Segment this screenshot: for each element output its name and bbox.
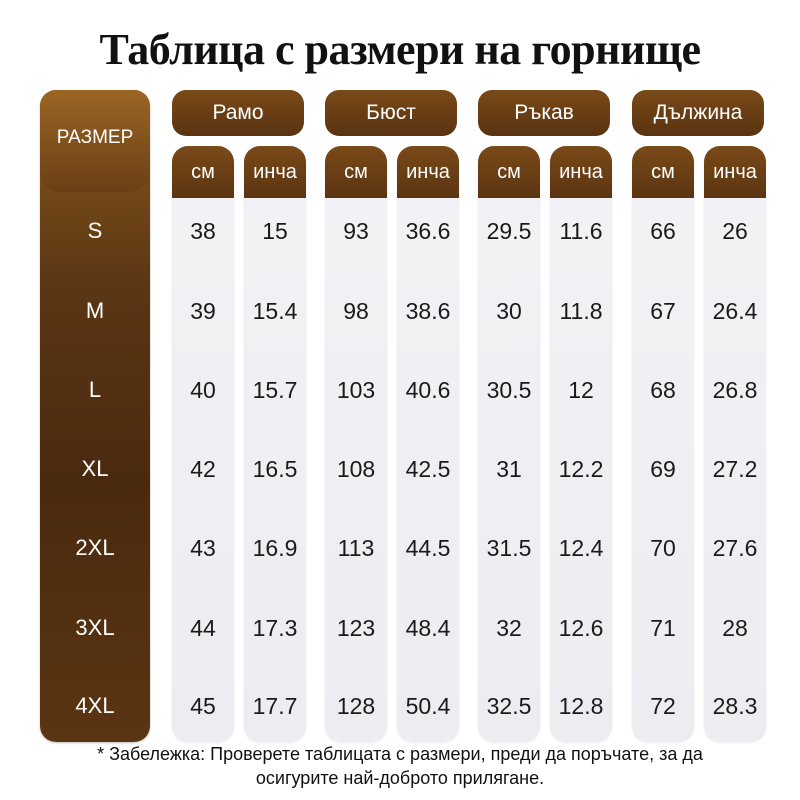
table-cell: 16.5 [252, 456, 298, 482]
table-cell: 93 [343, 218, 369, 244]
size-label: XL [81, 456, 109, 481]
length-inch-unit-header: инча [704, 146, 766, 198]
table-cell: 32.5 [486, 693, 532, 719]
sleeve-group-header: Ръкав [478, 90, 610, 136]
table-cell: 108 [336, 456, 376, 482]
table-cell: 48.4 [405, 615, 451, 641]
length-group-header: Дължина [632, 90, 764, 136]
table-cell: 27.6 [712, 535, 758, 561]
table-cell: 16.9 [252, 535, 298, 561]
table-cell: 113 [337, 535, 375, 561]
table-cell: 70 [650, 535, 676, 561]
bust-inch-column [397, 146, 459, 742]
size-label: S [87, 218, 103, 243]
table-cell: 39 [190, 298, 216, 324]
table-cell: 43 [190, 535, 216, 561]
table-cell: 44 [190, 615, 216, 641]
table-cell: 66 [650, 218, 676, 244]
size-label: 3XL [75, 615, 115, 640]
table-cell: 30.5 [486, 377, 532, 403]
sleeve-inch-unit-header: инча [550, 146, 612, 198]
size-label: L [88, 377, 102, 402]
table-cell: 15.7 [252, 377, 298, 403]
table-cell: 28.3 [712, 693, 758, 719]
length-inch-column [704, 146, 766, 742]
shoulder-cm-unit-header: см [172, 146, 234, 198]
bust-cm-column [325, 146, 387, 742]
table-cell: 31 [496, 456, 522, 482]
table-cell: 42.5 [405, 456, 451, 482]
shoulder-inch-column [244, 146, 306, 742]
table-cell: 26 [722, 218, 748, 244]
size-column [40, 90, 150, 742]
sleeve-cm-column [478, 146, 540, 742]
table-cell: 17.7 [252, 693, 298, 719]
table-cell: 26.8 [712, 377, 758, 403]
table-cell: 98 [343, 298, 369, 324]
bust-inch-unit-header: инча [397, 146, 459, 198]
size-header-label: РАЗМЕР [56, 127, 134, 148]
table-cell: 31.5 [486, 535, 532, 561]
footnote: * Забележка: Проверете таблицата с разме… [0, 742, 800, 790]
shoulder-cm-column [172, 146, 234, 742]
table-cell: 68 [650, 377, 676, 403]
table-cell: 42 [190, 456, 216, 482]
table-cell: 26.4 [712, 298, 758, 324]
table-cell: 30 [496, 298, 522, 324]
sleeve-cm-unit-header: см [478, 146, 540, 198]
table-cell: 12.6 [558, 615, 604, 641]
table-cell: 12.8 [558, 693, 604, 719]
table-cell: 38.6 [405, 298, 451, 324]
length-cm-column [632, 146, 694, 742]
table-cell: 15.4 [252, 298, 298, 324]
bust-cm-unit-header: см [325, 146, 387, 198]
shoulder-group-header: Рамо [172, 90, 304, 136]
footnote-line-1: * Забележка: Проверете таблицата с разме… [97, 744, 703, 764]
table-cell: 72 [650, 693, 676, 719]
table-cell: 67 [650, 298, 676, 324]
footnote-line-2: осигурите най-доброто прилягане. [255, 768, 545, 788]
table-cell: 32 [496, 615, 522, 641]
table-cell: 40.6 [405, 377, 451, 403]
table-cell: 38 [190, 218, 216, 244]
bust-group-header: Бюст [325, 90, 457, 136]
table-cell: 12.2 [558, 456, 604, 482]
table-cell: 103 [336, 377, 376, 403]
size-label: 4XL [75, 693, 115, 718]
size-header: РАЗМЕР [40, 90, 150, 192]
table-cell: 71 [650, 615, 676, 641]
table-cell: 40 [190, 377, 216, 403]
size-label: 2XL [75, 535, 115, 560]
table-cell: 29.5 [486, 218, 532, 244]
table-cell: 11.8 [559, 298, 603, 324]
table-cell: 28 [722, 615, 748, 641]
table-cell: 27.2 [712, 456, 758, 482]
table-cell: 15 [262, 218, 288, 244]
table-cell: 17.3 [252, 615, 298, 641]
table-cell: 12.4 [558, 535, 604, 561]
table-cell: 50.4 [405, 693, 451, 719]
page-title: Таблица с размери на горнище [99, 25, 701, 74]
table-cell: 69 [650, 456, 676, 482]
shoulder-inch-unit-header: инча [244, 146, 306, 198]
table-cell: 123 [336, 615, 376, 641]
table-cell: 36.6 [405, 218, 451, 244]
size-label: M [85, 298, 105, 323]
table-cell: 12 [568, 377, 594, 403]
table-cell: 128 [336, 693, 376, 719]
length-cm-unit-header: см [632, 146, 694, 198]
table-cell: 45 [190, 693, 216, 719]
sleeve-inch-column [550, 146, 612, 742]
table-cell: 44.5 [405, 535, 451, 561]
table-cell: 11.6 [559, 218, 603, 244]
